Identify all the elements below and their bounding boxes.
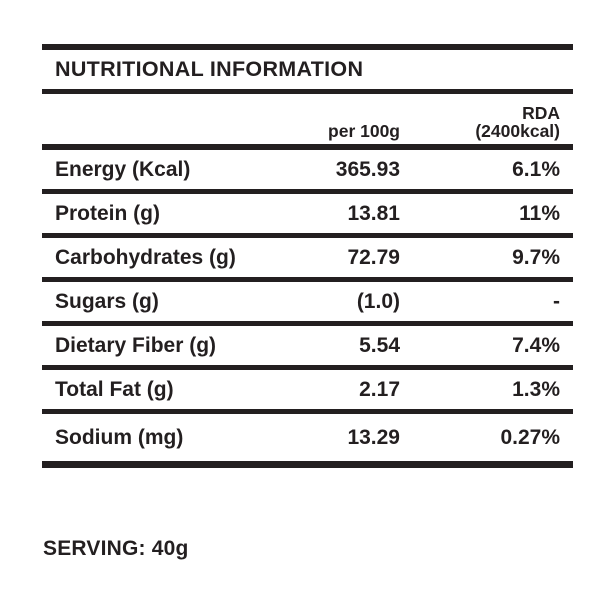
header-underline-rule <box>42 144 573 150</box>
row-value-rda: 9.7% <box>512 245 560 269</box>
table-row-sugars: Sugars (g) (1.0) - <box>42 282 573 326</box>
row-value-per100g: 72.79 <box>347 245 400 269</box>
row-label: Sugars (g) <box>55 289 159 313</box>
table-row-sodium: Sodium (mg) 13.29 0.27% <box>42 414 573 468</box>
row-value-rda: 1.3% <box>512 377 560 401</box>
row-value-rda: 11% <box>519 201 560 225</box>
top-rule <box>42 44 573 50</box>
column-header-row: per 100g RDA (2400kcal) <box>42 94 573 144</box>
row-value-rda: 6.1% <box>512 157 560 181</box>
column-header-per-100g: per 100g <box>328 121 400 141</box>
title-row: NUTRITIONAL INFORMATION <box>42 50 573 89</box>
row-label: Energy (Kcal) <box>55 157 191 181</box>
table-row-protein: Protein (g) 13.81 11% <box>42 194 573 238</box>
title-underline-rule <box>42 89 573 94</box>
row-value-per100g: 365.93 <box>335 157 400 181</box>
column-header-rda-line2: (2400kcal) <box>475 121 560 141</box>
row-value-per100g: 2.17 <box>359 377 400 401</box>
row-label: Carbohydrates (g) <box>55 245 236 269</box>
row-value-per100g: 5.54 <box>359 333 400 357</box>
nutrition-panel: NUTRITIONAL INFORMATION per 100g RDA (24… <box>42 44 573 468</box>
row-label: Sodium (mg) <box>55 425 184 449</box>
row-value-per100g: (1.0) <box>356 289 400 313</box>
row-value-rda: 0.27% <box>500 425 560 449</box>
table-row-total-fat: Total Fat (g) 2.17 1.3% <box>42 370 573 414</box>
row-value-per100g: 13.29 <box>347 425 400 449</box>
panel-title: NUTRITIONAL INFORMATION <box>55 57 364 81</box>
table-row-energy: Energy (Kcal) 365.93 6.1% <box>42 150 573 194</box>
column-header-rda-line1: RDA <box>522 103 560 123</box>
row-value-rda: - <box>553 289 560 313</box>
row-value-rda: 7.4% <box>512 333 560 357</box>
serving-label: SERVING: 40g <box>43 537 189 560</box>
table-row-dietary-fiber: Dietary Fiber (g) 5.54 7.4% <box>42 326 573 370</box>
table-row-carbohydrates: Carbohydrates (g) 72.79 9.7% <box>42 238 573 282</box>
row-label: Total Fat (g) <box>55 377 174 401</box>
column-header-rda: RDA (2400kcal) <box>400 104 573 140</box>
row-label: Dietary Fiber (g) <box>55 333 217 357</box>
row-value-per100g: 13.81 <box>347 201 400 225</box>
row-label: Protein (g) <box>55 201 160 225</box>
